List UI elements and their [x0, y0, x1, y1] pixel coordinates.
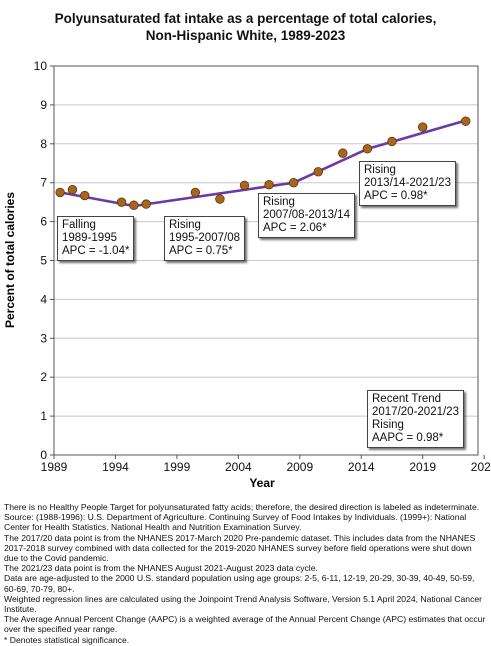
data-point	[264, 179, 274, 190]
x-tick-label: 2014	[348, 460, 375, 474]
y-tick-label: 4	[40, 292, 47, 306]
annotation-line: AAPC = 0.98*	[372, 432, 444, 444]
y-tick-label: 5	[40, 254, 47, 268]
line-chart: 1989 1994 1999 2004 2009 2014 2019 2024 0 1 2 3 4 5 6…	[3, 59, 491, 490]
data-point	[80, 190, 90, 201]
x-tick-label: 2009	[286, 460, 313, 474]
annotation-line: APC = 0.75*	[169, 245, 233, 257]
x-tick-label: 2004	[225, 460, 252, 474]
data-point	[461, 116, 471, 126]
annotation-line: APC = -1.04*	[62, 245, 130, 257]
y-axis-label: Percent of total calories	[3, 192, 17, 328]
y-tick-label: 2	[40, 370, 47, 384]
chart-title-line-2: Non-Hispanic White, 1989-2023	[145, 28, 346, 43]
data-point	[338, 148, 348, 158]
data-point	[129, 200, 139, 210]
annotation-line: APC = 2.06*	[263, 222, 327, 234]
annotation-line: Rising	[169, 219, 201, 231]
y-tick-label: 3	[40, 331, 47, 345]
footnote: There is no Healthy People Target for po…	[4, 502, 480, 512]
annotation-line: 1989-1995	[62, 232, 117, 244]
annotation-rising-2013-2021: Rising 2013/14-2021/23 APC = 0.98*	[359, 161, 456, 206]
annotation-line: Falling	[62, 219, 96, 231]
x-tick-label: 1989	[41, 460, 68, 474]
y-tick-label: 0	[40, 448, 47, 462]
annotation-falling-1989-1995: Falling 1989-1995 APC = -1.04*	[57, 216, 135, 261]
data-point	[67, 185, 78, 195]
y-tick-label: 10	[34, 59, 48, 73]
annotation-line: 1995-2007/08	[169, 232, 240, 244]
annotation-line: 2007/08-2013/14	[263, 209, 350, 221]
x-tick-label: 1999	[164, 460, 191, 474]
footnote: The 2021/23 data point is from the NHANE…	[4, 563, 318, 574]
data-point	[417, 122, 428, 132]
annotation-line: Rising	[372, 419, 404, 431]
data-point	[362, 144, 373, 154]
annotation-rising-2007-2013: Rising 2007/08-2013/14 APC = 2.06*	[258, 193, 355, 238]
data-point	[190, 187, 201, 198]
x-axis-label: Year	[249, 476, 275, 490]
chart-title: Polyunsaturated fat intake as a percenta…	[0, 10, 491, 44]
data-point	[313, 167, 323, 177]
footnote: Data are age-adjusted to the 2000 U.S. s…	[4, 573, 475, 594]
y-tick-labels: 0 1 2 3 4 5 6 7 8 9 10	[34, 59, 48, 462]
data-point	[55, 187, 65, 198]
chart-title-line-1: Polyunsaturated fat intake as a percenta…	[54, 11, 437, 26]
annotation-line: APC = 0.98*	[364, 190, 428, 202]
x-tick-label: 1994	[102, 460, 129, 474]
annotation-line: Rising	[364, 164, 396, 176]
footnote: * Denotes statistical significance.	[4, 634, 130, 645]
annotation-line: 2013/14-2021/23	[364, 177, 451, 189]
annotation-line: Recent Trend	[372, 393, 442, 405]
data-point	[116, 197, 127, 207]
axis-ticks	[50, 65, 485, 459]
footnote: The 2017/20 data point is from the NHANE…	[4, 532, 476, 564]
data-point	[141, 199, 151, 209]
y-tick-label: 6	[40, 215, 47, 229]
x-tick-label: 2024	[471, 460, 491, 474]
data-point	[288, 177, 299, 188]
y-tick-label: 9	[40, 98, 47, 112]
footnote: The Average Annual Percent Change (AAPC)…	[4, 614, 486, 635]
data-point	[387, 136, 397, 147]
footnote: Source: (1988-1996): U.S. Department of …	[4, 512, 467, 533]
x-tick-labels: 1989 1994 1999 2004 2009 2014 2019 2024	[41, 460, 491, 474]
x-tick-label: 2019	[409, 460, 436, 474]
y-tick-label: 8	[40, 137, 47, 151]
annotation-line: 2017/20-2021/23	[372, 406, 459, 418]
annotation-line: Rising	[263, 196, 295, 208]
annotation-recent-trend: Recent Trend 2017/20-2021/23 Rising AAPC…	[367, 390, 464, 448]
data-point	[215, 194, 225, 204]
y-tick-label: 7	[40, 176, 47, 190]
y-tick-label: 1	[40, 409, 47, 423]
data-points	[55, 116, 471, 210]
footnotes: There is no Healthy People Target for po…	[4, 502, 488, 645]
data-point	[239, 180, 250, 191]
footnote: Weighted regression lines are calculated…	[4, 593, 483, 615]
annotation-rising-1995-2007: Rising 1995-2007/08 APC = 0.75*	[164, 216, 245, 261]
